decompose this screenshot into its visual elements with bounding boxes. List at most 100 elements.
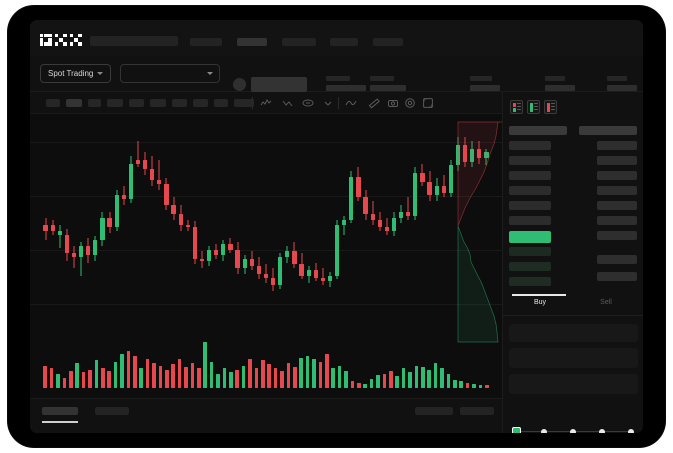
order-type-row[interactable] <box>509 324 638 342</box>
line-chart-icon[interactable] <box>282 97 294 109</box>
fullscreen-icon[interactable] <box>422 97 434 109</box>
orderbook-bid-row[interactable] <box>597 231 637 240</box>
orders-tab-history[interactable] <box>95 407 129 415</box>
candle <box>235 114 240 314</box>
nav-item-3[interactable] <box>282 38 316 46</box>
nav-item-5[interactable] <box>373 38 403 46</box>
order-field-8[interactable] <box>509 247 551 256</box>
spot-trading-label: Spot Trading <box>48 68 94 78</box>
top-navigation-bar <box>30 20 643 56</box>
timeframe-button-6[interactable] <box>150 99 166 107</box>
orderbook-view-bids-icon[interactable] <box>527 100 540 114</box>
volume-bar <box>318 361 323 388</box>
orderbook-ask-row[interactable] <box>597 201 637 210</box>
search-input[interactable] <box>90 36 178 46</box>
slider-node-50[interactable] <box>570 428 576 433</box>
candle <box>441 114 446 314</box>
pair-name[interactable] <box>251 77 307 92</box>
orders-tab-underline <box>42 421 78 423</box>
settings-icon[interactable] <box>404 97 416 109</box>
timeframe-button-9[interactable] <box>214 99 228 107</box>
orders-action-1[interactable] <box>415 407 453 415</box>
candle <box>249 114 254 314</box>
volume-bar <box>100 368 105 388</box>
stat-24h-change <box>370 76 406 91</box>
volume-bar <box>120 353 124 388</box>
slider-handle[interactable] <box>512 427 521 433</box>
timeframe-button-2[interactable] <box>66 99 82 107</box>
volume-bar <box>286 363 291 388</box>
timeframe-button-10[interactable] <box>234 99 254 107</box>
price-chart[interactable] <box>30 114 502 398</box>
timeframe-button-3[interactable] <box>88 99 101 107</box>
order-field-2[interactable] <box>509 141 551 150</box>
volume-bar <box>459 381 464 388</box>
candle <box>263 114 269 314</box>
price-input[interactable] <box>509 348 638 368</box>
order-field-9[interactable] <box>509 262 551 271</box>
orderbook-bid-row[interactable] <box>597 255 637 264</box>
candlestick-chart-icon[interactable] <box>260 97 272 109</box>
candle <box>100 114 105 314</box>
candle <box>299 114 304 314</box>
volume-bar <box>132 356 137 388</box>
pair-select[interactable] <box>120 64 220 83</box>
ruler-icon[interactable] <box>368 97 380 109</box>
timeframe-button-5[interactable] <box>129 99 144 107</box>
candle <box>285 114 290 314</box>
trend-line-icon[interactable] <box>345 97 357 109</box>
nav-item-2[interactable] <box>237 38 267 46</box>
nav-item-4[interactable] <box>330 38 358 46</box>
stat-value <box>326 85 366 91</box>
volume-bar <box>126 351 131 388</box>
orderbook-ask-row[interactable] <box>597 186 637 195</box>
candle <box>86 114 91 314</box>
chevron-down-icon[interactable] <box>322 97 334 109</box>
percent-slider[interactable] <box>512 427 634 433</box>
indicator-icon[interactable] <box>302 97 314 109</box>
order-field-3[interactable] <box>509 156 551 165</box>
orderbook-ask-row[interactable] <box>597 141 637 150</box>
slider-node-25[interactable] <box>541 428 547 433</box>
spot-trading-select[interactable]: Spot Trading <box>40 64 112 83</box>
order-field-5[interactable] <box>509 186 551 195</box>
tab-buy[interactable]: Buy <box>533 299 547 306</box>
orderbook-view-asks-icon[interactable] <box>544 100 557 114</box>
candle <box>377 114 382 314</box>
timeframe-button-8[interactable] <box>193 99 208 107</box>
slider-node-100[interactable] <box>628 428 634 433</box>
volume-bar <box>420 366 425 388</box>
orderbook-highlight-row[interactable] <box>509 231 551 243</box>
orderbook-bid-row[interactable] <box>597 272 637 281</box>
amount-input[interactable] <box>509 374 638 394</box>
volume-bar <box>222 368 227 388</box>
camera-icon[interactable] <box>387 97 399 109</box>
timeframe-button-4[interactable] <box>107 99 123 107</box>
okx-logo[interactable] <box>40 34 82 47</box>
orderbook-ask-row[interactable] <box>597 156 637 165</box>
orderbook-ask-row[interactable] <box>597 216 637 225</box>
timeframe-button-1[interactable] <box>46 99 60 107</box>
orders-action-2[interactable] <box>460 407 494 415</box>
orderbook-ask-row[interactable] <box>597 171 637 180</box>
order-field-10[interactable] <box>509 277 551 286</box>
order-field-6[interactable] <box>509 201 551 210</box>
order-field-4[interactable] <box>509 171 551 180</box>
volume-bar <box>350 381 355 388</box>
volume-bar <box>113 361 118 388</box>
candle <box>384 114 390 314</box>
volume-bar <box>312 359 316 388</box>
order-field-1[interactable] <box>509 126 567 135</box>
volume-bar <box>292 366 297 388</box>
volume-bar <box>139 368 144 388</box>
timeframe-button-7[interactable] <box>172 99 187 107</box>
chevron-down-icon <box>207 72 213 75</box>
order-field-7[interactable] <box>509 216 551 225</box>
slider-node-75[interactable] <box>599 428 605 433</box>
volume-bar <box>414 365 419 388</box>
orderbook-view-both-icon[interactable] <box>510 100 523 114</box>
tab-sell[interactable]: Sell <box>600 299 612 306</box>
volume-bar <box>190 363 195 388</box>
nav-item-1[interactable] <box>190 38 222 46</box>
orders-tab-open[interactable] <box>42 407 78 415</box>
